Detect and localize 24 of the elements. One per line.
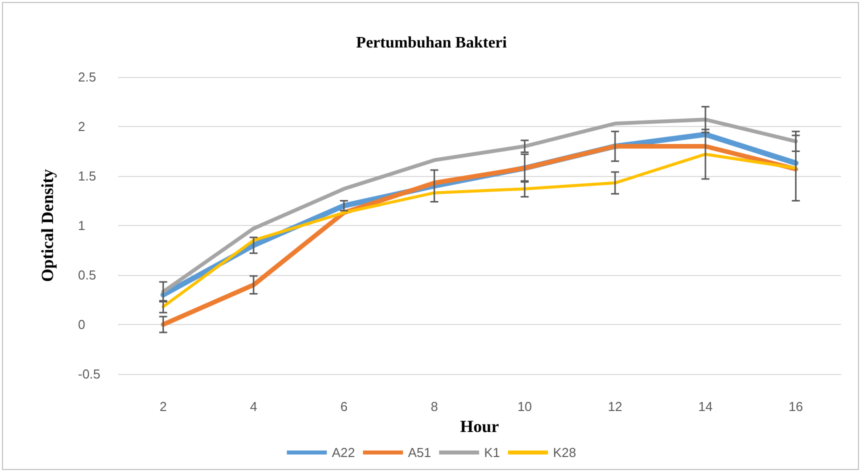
legend-label: K1 <box>484 445 500 460</box>
x-tick-label: 10 <box>517 399 532 414</box>
y-tick-label: 1.5 <box>78 168 96 184</box>
legend-label: A51 <box>408 445 432 460</box>
x-tick-label: 12 <box>608 399 622 414</box>
legend-label: A22 <box>332 445 355 460</box>
y-axis-title: Optical Density <box>38 168 57 282</box>
line-series <box>162 152 798 308</box>
line-series <box>160 144 798 327</box>
y-tick-label: 2.5 <box>78 70 96 84</box>
x-axis-title: Hour <box>460 416 500 436</box>
x-tick-label: 6 <box>340 399 348 414</box>
legend-label: K28 <box>553 445 576 460</box>
x-tick-label: 14 <box>698 399 713 414</box>
y-tick-label: -0.5 <box>78 366 100 382</box>
x-tick-label: 8 <box>430 399 438 414</box>
x-tick-label: 16 <box>788 399 804 414</box>
x-tick-label: 4 <box>250 399 258 414</box>
y-tick-label: 2 <box>78 119 86 134</box>
chart-title: Pertumbuhan Bakteri <box>356 34 508 52</box>
y-tick-label: 0 <box>78 317 86 332</box>
y-tick-label: 1 <box>78 218 86 233</box>
x-tick-label: 2 <box>160 399 167 414</box>
y-tick-label: 0.5 <box>78 268 96 282</box>
